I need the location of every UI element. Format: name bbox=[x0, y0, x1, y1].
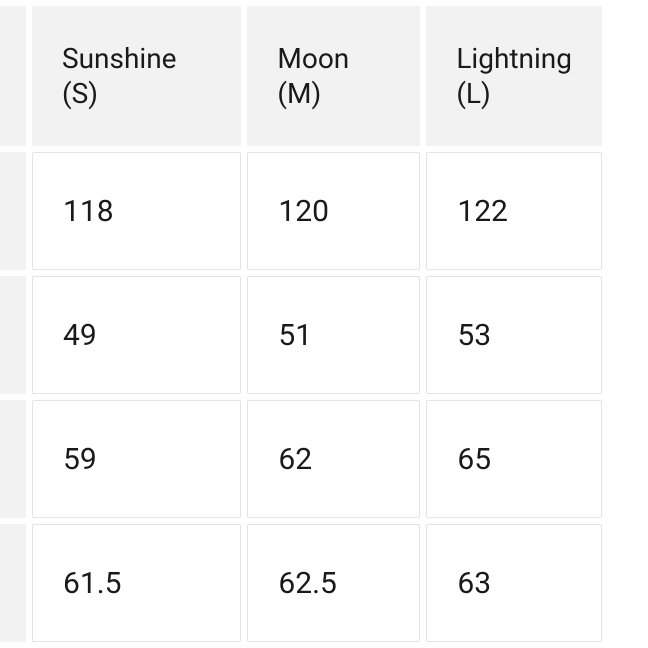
table-cell: 49 bbox=[32, 276, 241, 394]
row-stub bbox=[0, 524, 26, 642]
table-row: 118 120 122 bbox=[0, 152, 602, 270]
table-row: 59 62 65 bbox=[0, 400, 602, 518]
table-cell: 120 bbox=[247, 152, 420, 270]
table-cell: 118 bbox=[32, 152, 241, 270]
table-header-row: Sunshine (S) Moon (M) Lightning (L) bbox=[0, 6, 602, 146]
column-header-stub bbox=[0, 6, 26, 146]
table-container: Sunshine (S) Moon (M) Lightning (L) 118 … bbox=[0, 0, 648, 648]
table-cell: 63 bbox=[426, 524, 602, 642]
column-header-sunshine: Sunshine (S) bbox=[32, 6, 241, 146]
table-cell: 65 bbox=[426, 400, 602, 518]
column-header-moon: Moon (M) bbox=[247, 6, 420, 146]
table-cell: 61.5 bbox=[32, 524, 241, 642]
table-row: 61.5 62.5 63 bbox=[0, 524, 602, 642]
table-cell: 62 bbox=[247, 400, 420, 518]
table-cell: 122 bbox=[426, 152, 602, 270]
table-row: 49 51 53 bbox=[0, 276, 602, 394]
data-table: Sunshine (S) Moon (M) Lightning (L) 118 … bbox=[0, 0, 608, 648]
column-header-lightning: Lightning (L) bbox=[426, 6, 602, 146]
table-cell: 53 bbox=[426, 276, 602, 394]
table-cell: 59 bbox=[32, 400, 241, 518]
row-stub bbox=[0, 276, 26, 394]
row-stub bbox=[0, 152, 26, 270]
table-cell: 51 bbox=[247, 276, 420, 394]
table-cell: 62.5 bbox=[247, 524, 420, 642]
row-stub bbox=[0, 400, 26, 518]
